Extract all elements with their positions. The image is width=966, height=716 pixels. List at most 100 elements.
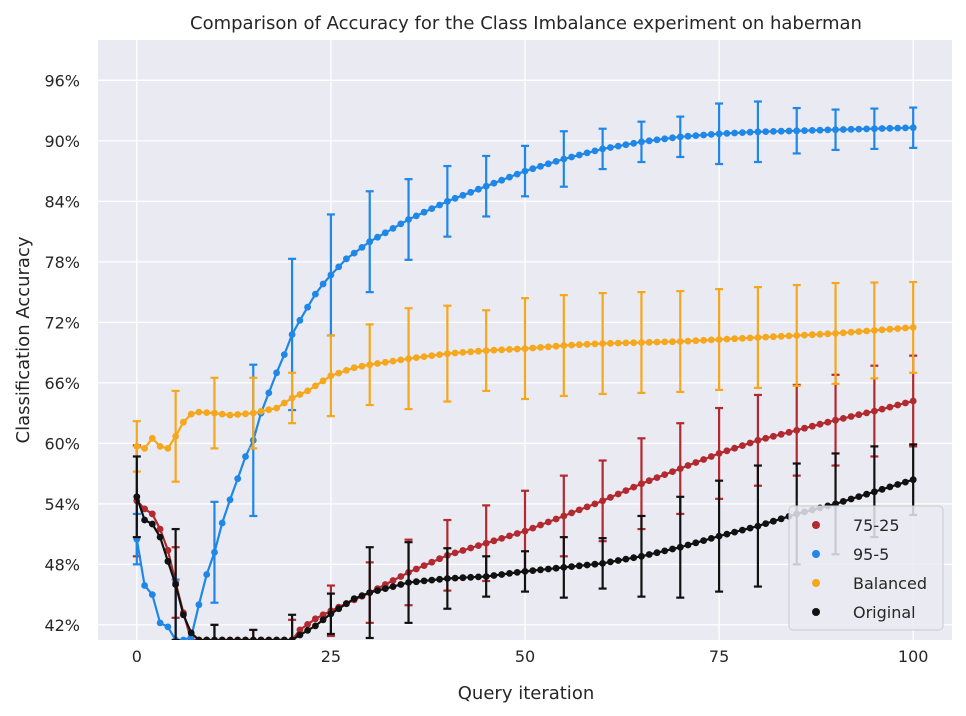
data-point (544, 565, 552, 573)
data-point (754, 128, 762, 136)
data-point (607, 558, 614, 566)
data-point (777, 515, 785, 523)
data-point (211, 636, 218, 640)
data-point (568, 509, 575, 517)
data-point (731, 444, 738, 452)
y-tick-label: 72% (44, 313, 80, 332)
y-tick-label: 48% (44, 555, 80, 574)
data-point (661, 471, 669, 478)
data-point (863, 409, 870, 417)
data-point (234, 636, 242, 640)
x-ticks: 0 25 50 75 100 (132, 647, 929, 666)
data-point (343, 255, 350, 263)
data-point (707, 453, 715, 460)
data-point (498, 176, 506, 184)
data-point (653, 549, 661, 557)
data-point (568, 153, 575, 161)
data-point (770, 333, 777, 341)
data-point (739, 129, 746, 137)
data-point (280, 636, 288, 640)
data-point (506, 346, 513, 353)
data-point (692, 459, 700, 466)
data-point (669, 134, 676, 142)
data-point (490, 537, 498, 545)
data-point (839, 415, 847, 422)
data-point (575, 341, 583, 349)
data-point (436, 351, 443, 358)
data-point (808, 331, 816, 339)
data-point (211, 409, 218, 417)
data-point (638, 480, 645, 488)
data-point (521, 527, 529, 535)
data-point (886, 325, 894, 333)
data-point (878, 405, 886, 413)
data-point (218, 410, 226, 418)
data-point (863, 327, 870, 335)
data-point (661, 547, 669, 555)
data-point (793, 426, 801, 434)
data-point (405, 579, 412, 586)
data-point (839, 329, 847, 337)
data-point (607, 144, 614, 151)
data-point (389, 357, 397, 365)
data-point (785, 428, 793, 436)
data-point (855, 125, 863, 133)
data-point (537, 162, 544, 170)
data-point (156, 443, 164, 450)
data-point (467, 188, 475, 196)
data-point (420, 562, 428, 569)
data-point (218, 636, 226, 640)
data-point (638, 339, 645, 346)
series-group (132, 100, 918, 640)
data-point (537, 344, 544, 351)
data-point (902, 124, 909, 132)
data-point (420, 208, 428, 216)
data-point (498, 346, 506, 354)
data-point (630, 483, 638, 491)
data-point (847, 413, 855, 420)
data-point (319, 611, 327, 619)
data-point (630, 139, 638, 147)
data-point (607, 339, 614, 347)
data-point (614, 142, 622, 150)
data-point (234, 475, 242, 483)
data-point (226, 636, 234, 640)
data-point (273, 369, 280, 377)
data-point (156, 525, 164, 533)
data-point (467, 573, 475, 581)
data-point (801, 127, 808, 134)
data-point (444, 197, 451, 205)
data-point (676, 465, 684, 472)
data-point (412, 354, 420, 361)
data-point (436, 575, 443, 583)
y-tick-label: 96% (44, 71, 80, 90)
data-point (397, 356, 405, 364)
legend-box (788, 505, 944, 631)
y-tick-label: 90% (44, 132, 80, 151)
data-point (871, 488, 878, 496)
data-point (164, 445, 172, 452)
data-point (506, 173, 513, 181)
data-point (366, 238, 374, 246)
data-point (428, 352, 436, 359)
data-point (319, 280, 327, 288)
data-point (451, 549, 459, 557)
data-point (156, 619, 164, 627)
data-point (692, 337, 700, 345)
data-point (599, 340, 606, 347)
data-point (871, 125, 878, 133)
data-point (661, 338, 669, 346)
data-point (312, 622, 319, 630)
data-point (420, 577, 428, 585)
data-point (506, 532, 513, 540)
data-point (684, 132, 692, 140)
data-point (490, 572, 498, 579)
data-point (902, 399, 909, 407)
data-point (692, 132, 700, 140)
data-point (902, 324, 909, 332)
data-point (746, 128, 754, 136)
data-point (164, 557, 172, 565)
x-tick-label: 25 (321, 647, 341, 666)
data-point (816, 420, 824, 428)
data-point (902, 478, 909, 486)
